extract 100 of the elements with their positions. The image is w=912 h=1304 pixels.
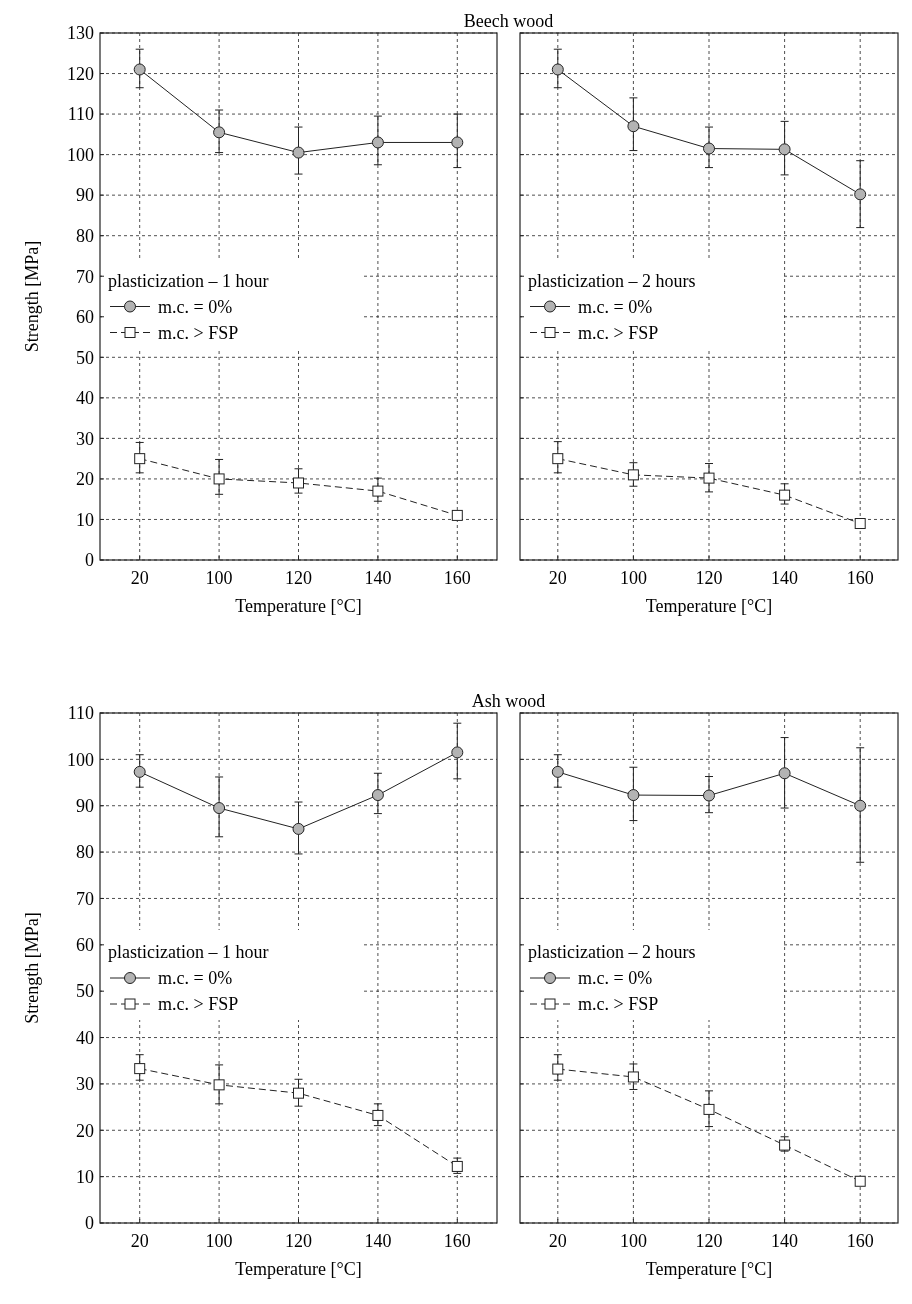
x-tick-label: 120 <box>695 568 723 588</box>
point <box>854 799 867 812</box>
point <box>451 136 464 149</box>
y-tick-label: 40 <box>76 388 94 409</box>
legend-label: m.c. = 0% <box>158 968 233 989</box>
y-tick-label: 100 <box>67 144 94 165</box>
point <box>293 1087 304 1099</box>
point <box>133 765 146 778</box>
point <box>627 1071 639 1083</box>
x-tick-label: 100 <box>205 568 233 588</box>
point <box>213 1079 225 1091</box>
legend-label: m.c. > FSP <box>578 322 659 343</box>
point <box>134 453 146 465</box>
x-tick-label: 160 <box>443 568 471 588</box>
x-tick-label: 100 <box>205 1231 233 1251</box>
x-tick-label: 20 <box>130 1231 149 1251</box>
y-tick-label: 50 <box>76 347 94 368</box>
y-axis-title: Strength [MPa] <box>22 912 42 1024</box>
y-tick-label: 100 <box>67 749 94 770</box>
chart-title: Ash wood <box>471 691 546 711</box>
point <box>627 789 640 802</box>
y-tick-label: 20 <box>76 1120 94 1141</box>
point <box>627 469 639 481</box>
y-tick-label: 130 <box>67 23 94 44</box>
y-tick-label: 110 <box>67 104 94 125</box>
point <box>213 802 226 815</box>
point <box>551 63 564 76</box>
y-tick-label: 30 <box>76 1074 94 1095</box>
x-axis-title: Temperature [°C] <box>645 596 773 616</box>
x-tick-label: 160 <box>443 1231 471 1251</box>
x-tick-label: 140 <box>771 1231 799 1251</box>
point <box>371 789 384 802</box>
legend-label: m.c. > FSP <box>158 322 239 343</box>
point <box>778 767 791 780</box>
x-tick-label: 20 <box>548 568 567 588</box>
y-tick-label: 70 <box>76 888 94 909</box>
y-tick-label: 10 <box>76 1166 94 1187</box>
point <box>854 1175 866 1187</box>
y-tick-label: 70 <box>76 266 94 287</box>
legend-title: plasticization – 2 hours <box>528 270 696 291</box>
y-tick-label: 90 <box>76 796 94 817</box>
x-tick-label: 100 <box>619 1231 647 1251</box>
y-tick-label: 60 <box>76 307 94 328</box>
point <box>854 518 866 530</box>
x-tick-label: 160 <box>846 568 874 588</box>
point <box>372 485 384 497</box>
point <box>551 765 564 778</box>
point <box>627 120 640 133</box>
point <box>703 472 715 484</box>
point <box>293 477 304 489</box>
point <box>703 789 715 802</box>
x-tick-label: 120 <box>285 568 312 588</box>
x-tick-label: 120 <box>695 1231 723 1251</box>
y-tick-label: 50 <box>76 981 94 1002</box>
x-tick-label: 140 <box>771 568 799 588</box>
point <box>372 1109 384 1121</box>
x-tick-label: 160 <box>846 1231 874 1251</box>
legend-title: plasticization – 2 hours <box>528 942 696 962</box>
legend-label: m.c. = 0% <box>578 296 653 317</box>
x-tick-label: 100 <box>619 568 647 588</box>
point <box>552 1063 564 1075</box>
y-tick-label: 120 <box>67 63 94 84</box>
point <box>778 143 791 156</box>
x-axis-title: Temperature [°C] <box>645 1259 773 1279</box>
point <box>134 1063 146 1075</box>
y-tick-label: 0 <box>85 550 94 571</box>
y-tick-label: 80 <box>76 842 94 863</box>
legend-label: m.c. > FSP <box>158 994 239 1015</box>
point <box>703 1103 715 1115</box>
point <box>451 509 463 521</box>
point <box>703 142 715 155</box>
y-tick-label: 90 <box>76 185 94 206</box>
y-tick-label: 40 <box>76 1027 94 1048</box>
legend-label: m.c. = 0% <box>158 296 233 317</box>
legend-label: m.c. = 0% <box>578 968 653 989</box>
x-tick-label: 140 <box>364 1231 392 1251</box>
point <box>213 473 225 485</box>
x-axis-title: Temperature [°C] <box>235 596 362 616</box>
point <box>292 146 305 159</box>
chart-title: Beech wood <box>463 11 554 31</box>
point <box>854 188 867 201</box>
x-tick-label: 140 <box>364 568 392 588</box>
y-tick-label: 10 <box>76 509 94 530</box>
x-axis-title: Temperature [°C] <box>235 1259 362 1279</box>
legend-label: m.c. > FSP <box>578 994 659 1015</box>
point <box>213 126 226 139</box>
point <box>451 746 464 759</box>
y-tick-label: 20 <box>76 469 94 490</box>
legend-title: plasticization – 1 hour <box>108 942 269 962</box>
point <box>779 489 791 501</box>
point <box>133 63 146 76</box>
x-tick-label: 20 <box>130 568 149 588</box>
y-tick-label: 0 <box>85 1213 94 1234</box>
point <box>371 136 384 149</box>
point <box>552 453 564 465</box>
y-tick-label: 80 <box>76 225 94 246</box>
y-tick-label: 30 <box>76 428 94 449</box>
legend-title: plasticization – 1 hour <box>108 270 269 291</box>
y-tick-label: 60 <box>76 935 94 956</box>
y-axis-title: Strength [MPa] <box>22 240 42 353</box>
